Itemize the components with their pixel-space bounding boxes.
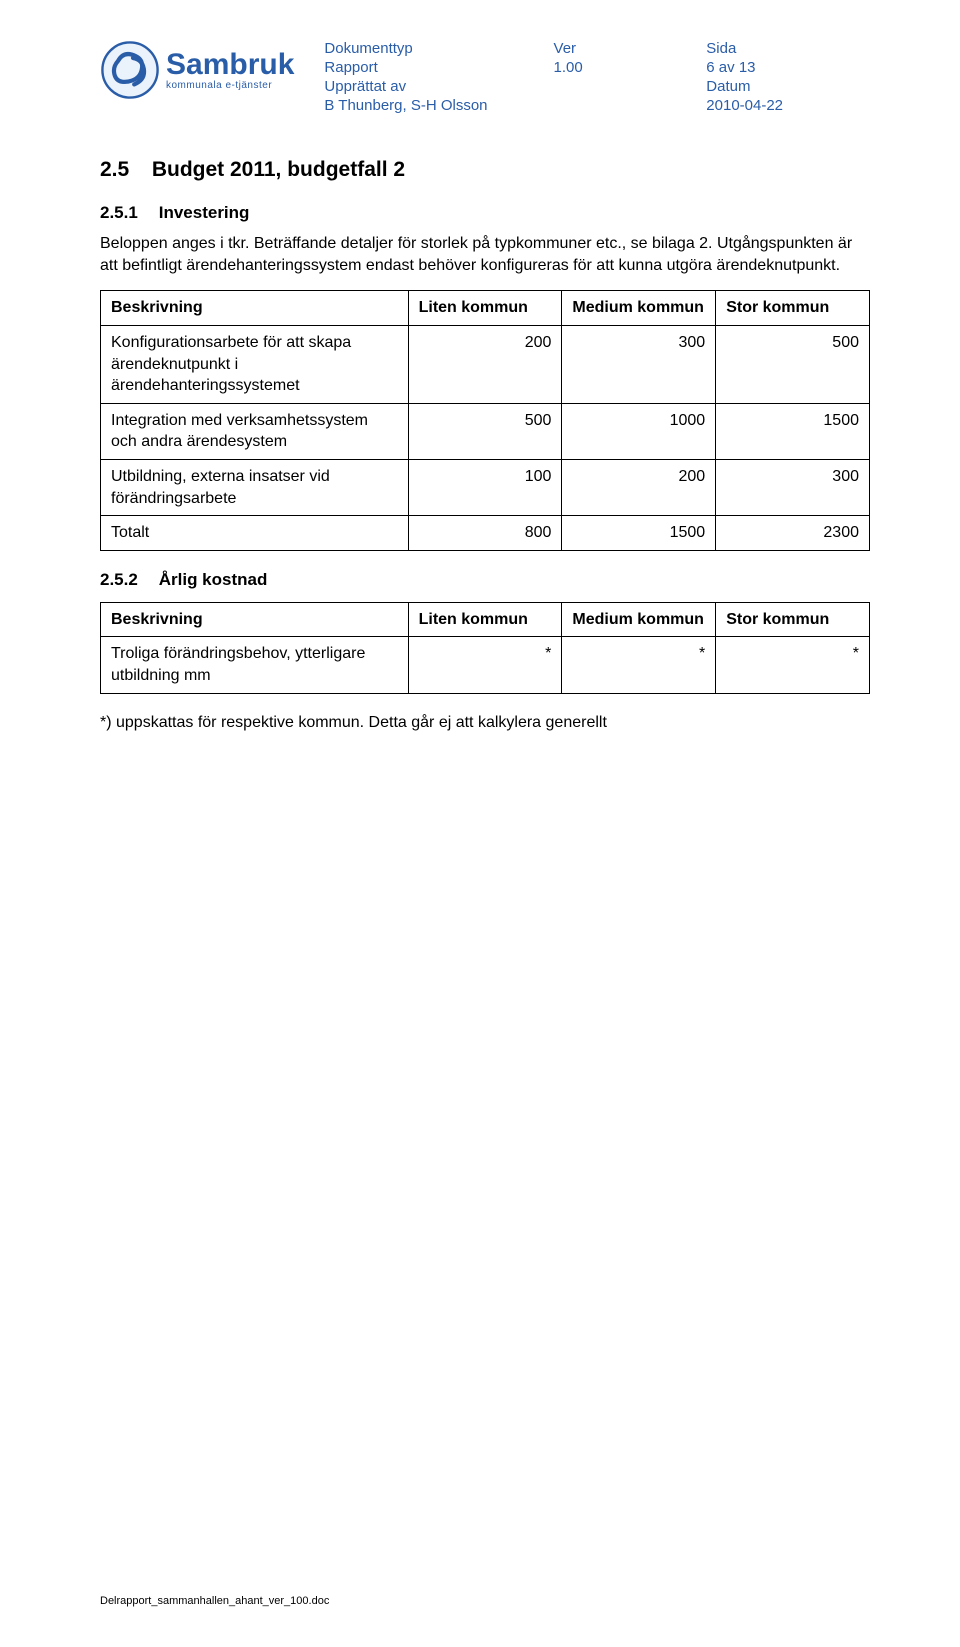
table-row: Konfigurationsarbete för att skapa ärend… <box>101 326 870 404</box>
footnote: *) uppskattas för respektive kommun. Det… <box>100 712 870 734</box>
cell-value: 300 <box>562 326 716 404</box>
meta-value-upprattat: B Thunberg, S-H Olsson <box>324 97 553 116</box>
meta-value-datum: 2010-04-22 <box>706 97 870 116</box>
cell-value: 100 <box>408 460 562 516</box>
page-header: Sambruk kommunala e-tjänster Dokumenttyp… <box>100 40 870 116</box>
meta-label-ver: Ver <box>554 40 707 59</box>
col-header: Medium kommun <box>562 291 716 326</box>
meta-label-sida: Sida <box>706 40 870 59</box>
document-meta: Dokumenttyp Ver Sida Rapport 1.00 6 av 1… <box>324 40 870 116</box>
cell-value: 300 <box>716 460 870 516</box>
col-header: Liten kommun <box>408 291 562 326</box>
paragraph: Beloppen anges i tkr. Beträffande detalj… <box>100 233 870 276</box>
brand-logo-block: Sambruk kommunala e-tjänster <box>100 40 294 100</box>
table-row: Troliga förändringsbehov, ytterligare ut… <box>101 637 870 693</box>
cell-value: 2300 <box>716 516 870 551</box>
page-footer-filename: Delrapport_sammanhallen_ahant_ver_100.do… <box>100 1595 329 1607</box>
cell-value: 500 <box>408 403 562 459</box>
brand-tagline: kommunala e-tjänster <box>166 80 294 91</box>
meta-label-dokumenttyp: Dokumenttyp <box>324 40 553 59</box>
meta-label-upprattat: Upprättat av <box>324 78 553 97</box>
heading-text: Investering <box>159 203 250 222</box>
heading-number: 2.5.2 <box>100 569 154 592</box>
cell-value: 1500 <box>716 403 870 459</box>
brand-name: Sambruk <box>166 50 294 80</box>
table-row: Utbildning, externa insatser vid förändr… <box>101 460 870 516</box>
col-header: Beskrivning <box>101 291 409 326</box>
cell-value: * <box>716 637 870 693</box>
cell-value: 500 <box>716 326 870 404</box>
heading-2-5-2: 2.5.2 Årlig kostnad <box>100 569 870 592</box>
col-header: Beskrivning <box>101 602 409 637</box>
heading-text: Budget 2011, budgetfall 2 <box>152 158 405 181</box>
document-body: 2.5 Budget 2011, budgetfall 2 2.5.1 Inve… <box>100 156 870 733</box>
cell-value: 1000 <box>562 403 716 459</box>
page: Sambruk kommunala e-tjänster Dokumenttyp… <box>0 0 960 1647</box>
heading-number: 2.5 <box>100 156 146 184</box>
col-header: Liten kommun <box>408 602 562 637</box>
cell-desc: Integration med verksamhetssystem och an… <box>101 403 409 459</box>
cell-value: * <box>408 637 562 693</box>
meta-label-datum: Datum <box>706 78 870 97</box>
meta-value-dokumenttyp: Rapport <box>324 59 553 78</box>
cell-value: 1500 <box>562 516 716 551</box>
cell-value: 200 <box>408 326 562 404</box>
table-row: Integration med verksamhetssystem och an… <box>101 403 870 459</box>
cell-value: 800 <box>408 516 562 551</box>
heading-2-5: 2.5 Budget 2011, budgetfall 2 <box>100 156 870 184</box>
col-header: Stor kommun <box>716 602 870 637</box>
heading-number: 2.5.1 <box>100 202 154 225</box>
sambruk-logo-icon <box>100 40 160 100</box>
heading-text: Årlig kostnad <box>159 570 268 589</box>
table-row-total: Totalt 800 1500 2300 <box>101 516 870 551</box>
col-header: Medium kommun <box>562 602 716 637</box>
heading-2-5-1: 2.5.1 Investering <box>100 202 870 225</box>
cell-desc: Troliga förändringsbehov, ytterligare ut… <box>101 637 409 693</box>
cell-value: * <box>562 637 716 693</box>
annual-cost-table: Beskrivning Liten kommun Medium kommun S… <box>100 602 870 694</box>
meta-value-sida: 6 av 13 <box>706 59 870 78</box>
investment-table: Beskrivning Liten kommun Medium kommun S… <box>100 290 870 550</box>
cell-desc: Utbildning, externa insatser vid förändr… <box>101 460 409 516</box>
col-header: Stor kommun <box>716 291 870 326</box>
brand-text: Sambruk kommunala e-tjänster <box>166 50 294 91</box>
cell-desc: Konfigurationsarbete för att skapa ärend… <box>101 326 409 404</box>
meta-value-ver: 1.00 <box>554 59 707 78</box>
cell-value: 200 <box>562 460 716 516</box>
cell-desc: Totalt <box>101 516 409 551</box>
